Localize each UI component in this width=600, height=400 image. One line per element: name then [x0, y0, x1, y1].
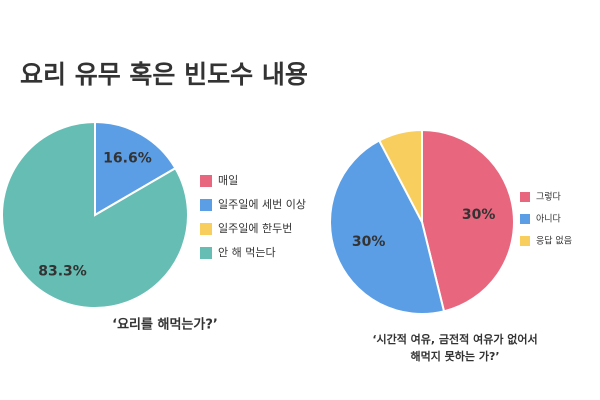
legend-swatch: [520, 192, 530, 202]
chart-caption: ‘요리를 해먹는가?’: [112, 317, 218, 333]
legend-swatch: [520, 214, 530, 224]
slice-label: 16.6%: [103, 151, 152, 167]
chart-caption: ‘시간적 여유, 금전적 여유가 없어서: [372, 332, 537, 346]
pie-slice: [1, 120, 189, 309]
pie-slice: [421, 128, 515, 313]
pie-slice: [329, 139, 446, 315]
page-title: 요리 유무 혹은 빈도수 내용: [20, 60, 308, 89]
legend-swatch: [200, 247, 212, 259]
pie-slice: [377, 128, 423, 223]
legend-swatch: [200, 199, 212, 211]
legend-label: 아니다: [536, 214, 562, 225]
legend-label: 그렇다: [536, 192, 562, 203]
legend-label: 안 해 먹는다: [218, 245, 276, 259]
legend-swatch: [520, 236, 530, 246]
legend-label: 일주일에 세번 이상: [218, 197, 306, 211]
legend-swatch: [200, 223, 212, 235]
slice-label: 83.3%: [38, 263, 87, 279]
legend-label: 일주일에 한두번: [218, 221, 292, 235]
pie-slice: [94, 120, 177, 217]
slice-label: 30%: [352, 234, 386, 250]
legend-label: 응답 없음: [536, 235, 572, 247]
legend-swatch: [200, 175, 212, 187]
chart-caption: 해먹지 못하는 가?’: [410, 349, 499, 363]
legend-label: 매일: [218, 173, 238, 187]
slice-label: 30%: [462, 207, 496, 223]
